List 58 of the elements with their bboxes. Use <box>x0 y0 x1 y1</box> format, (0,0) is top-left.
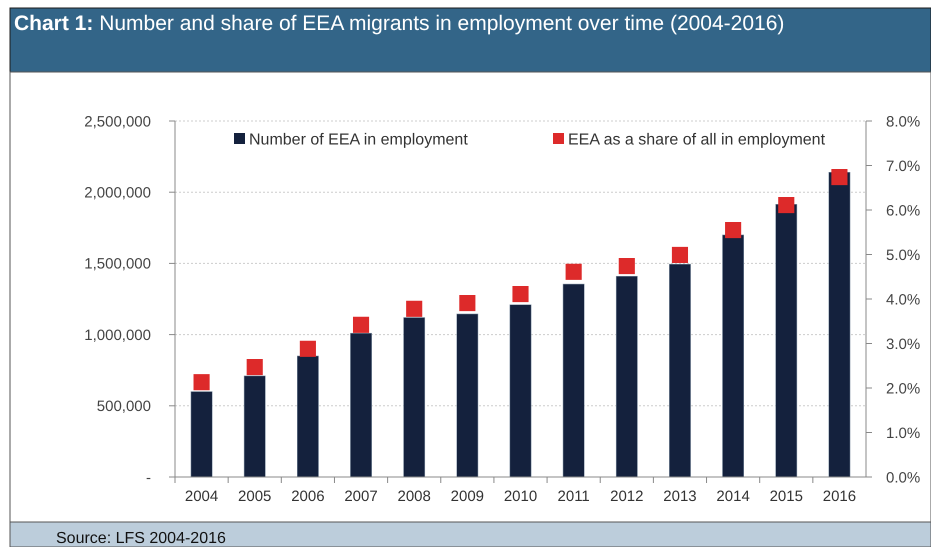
source-note: Source: LFS 2004-2016 <box>56 530 226 547</box>
bar <box>828 172 850 478</box>
x-tick-label: 2010 <box>504 488 538 505</box>
point <box>778 197 794 214</box>
bar <box>562 284 585 478</box>
y2-tick-label: 4.0% <box>886 291 920 308</box>
y2-tick-label: 1.0% <box>886 424 920 442</box>
bar <box>403 317 426 478</box>
point <box>566 264 582 280</box>
y2-tick-label: 2.0% <box>886 380 920 398</box>
bar <box>722 234 744 478</box>
x-tick-label: 2011 <box>558 488 590 505</box>
legend-label: EEA as a share of all in employment <box>568 132 826 149</box>
point <box>618 258 635 274</box>
bar <box>350 332 372 478</box>
y-tick-label: 1,500,000 <box>84 256 151 273</box>
bar <box>190 391 212 478</box>
point <box>459 294 476 312</box>
x-tick-label: 2005 <box>238 488 272 505</box>
point <box>672 246 688 264</box>
y2-tick-label: 8.0% <box>886 113 920 130</box>
bar <box>244 376 266 478</box>
point <box>512 286 529 302</box>
point <box>352 316 370 333</box>
x-tick-label: 2007 <box>344 488 378 505</box>
x-tick-label: 2009 <box>450 488 484 505</box>
x-tick-label: 2016 <box>822 488 856 505</box>
bar <box>297 356 319 478</box>
x-tick-label: 2008 <box>398 488 431 505</box>
legend-label: Number of EEA in employment <box>249 132 468 149</box>
y2-tick-label: 7.0% <box>886 158 920 175</box>
y-tick-label: 2,000,000 <box>84 184 151 202</box>
x-tick-label: 2013 <box>663 488 697 505</box>
bar <box>775 204 798 478</box>
x-tick-label: 2012 <box>610 488 644 505</box>
y-tick-label: 500,000 <box>96 398 151 416</box>
y-tick-label: - <box>146 469 151 486</box>
chart-title: Chart 1: Number and share of EEA migrants in employment over time (2004-2016) <box>14 11 786 37</box>
y2-tick-label: 3.0% <box>886 336 920 353</box>
bar <box>456 314 478 478</box>
point <box>831 169 848 186</box>
bar <box>669 264 691 478</box>
point <box>725 222 742 238</box>
y-tick-label: 1,000,000 <box>84 326 151 344</box>
x-tick-label: 2014 <box>716 488 750 505</box>
y-tick-label: 2,500,000 <box>84 113 151 130</box>
y2-tick-label: 0.0% <box>886 469 920 486</box>
point <box>246 359 263 376</box>
y2-tick-label: 5.0% <box>886 246 920 264</box>
x-tick-label: 2006 <box>291 488 325 505</box>
bar <box>616 276 638 478</box>
x-tick-label: 2004 <box>184 488 218 505</box>
bar <box>510 304 532 478</box>
y2-tick-label: 6.0% <box>886 202 920 220</box>
x-tick-label: 2015 <box>770 488 803 505</box>
point <box>194 374 210 390</box>
point <box>300 340 316 357</box>
point <box>406 300 422 317</box>
